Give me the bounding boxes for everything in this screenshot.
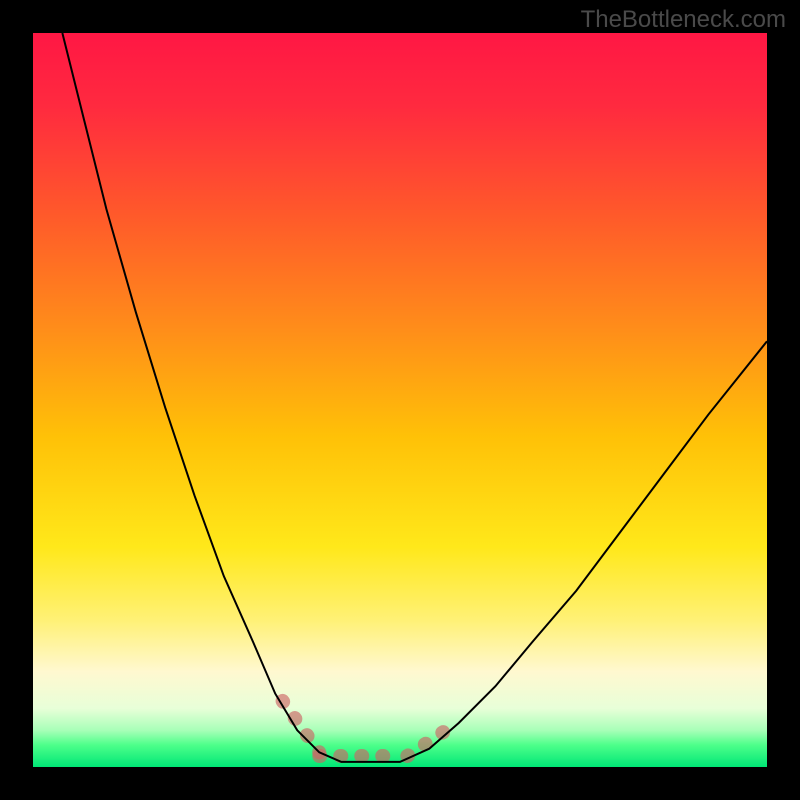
watermark-text: TheBottleneck.com [581,6,786,34]
plot-area [33,33,767,767]
marker-band [283,701,452,756]
bottleneck-curve [62,33,767,762]
curve-layer [33,33,767,767]
chart-canvas: TheBottleneck.com [0,0,800,800]
